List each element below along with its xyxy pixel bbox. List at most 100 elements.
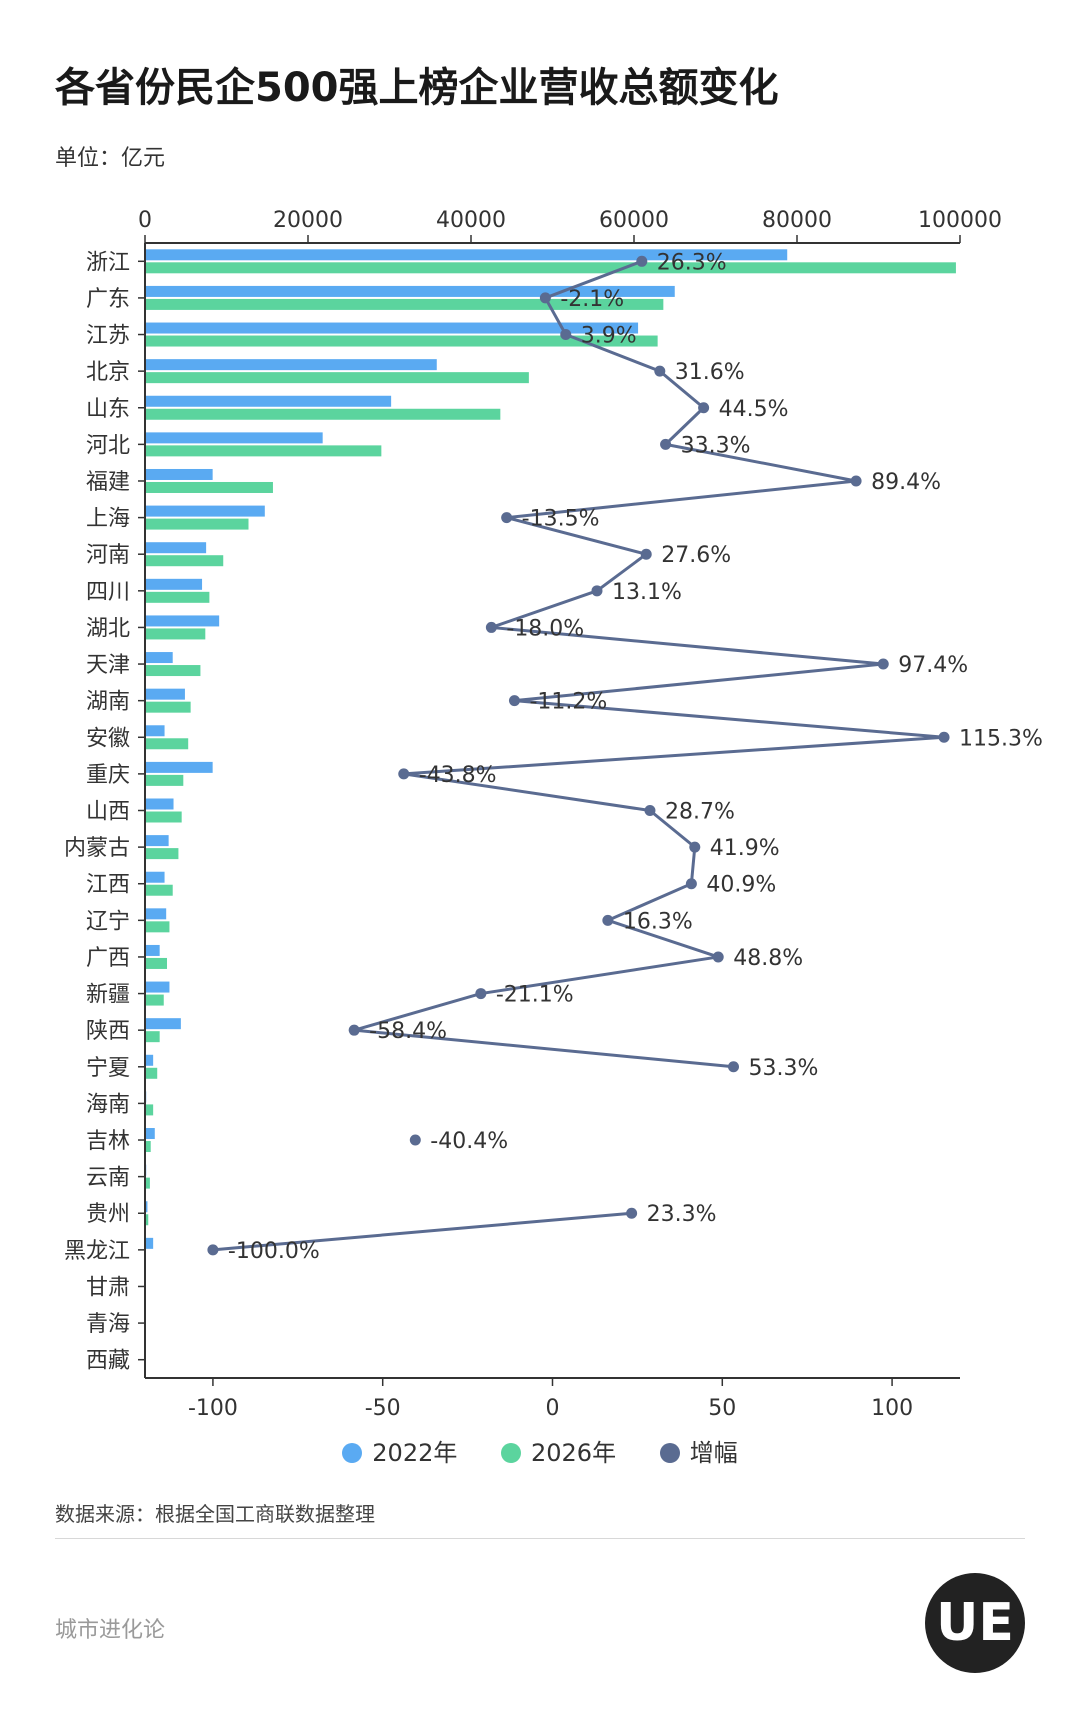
bar-2026年-广西 bbox=[146, 957, 168, 969]
bar-2026年-山东 bbox=[146, 408, 501, 420]
bar-2026年-海南 bbox=[146, 1104, 154, 1116]
category-label: 云南 bbox=[86, 1166, 130, 1191]
bar-2022年-陕西 bbox=[146, 1018, 181, 1030]
legend-label-2026: 2026年 bbox=[531, 1439, 617, 1467]
category-label: 山西 bbox=[86, 800, 130, 825]
growth-label-上海: -13.5% bbox=[522, 507, 600, 532]
growth-point-江西 bbox=[685, 878, 697, 890]
bar-2026年-江西 bbox=[146, 884, 173, 896]
legend-dot-2026 bbox=[501, 1443, 521, 1463]
growth-label-湖北: -18.0% bbox=[506, 616, 584, 641]
growth-label-广东: -2.1% bbox=[560, 287, 624, 312]
bar-2022年-辽宁 bbox=[146, 908, 167, 920]
legend: 2022年 2026年 增幅 bbox=[0, 1433, 1080, 1468]
category-label: 贵州 bbox=[86, 1202, 130, 1227]
category-label: 甘肃 bbox=[86, 1275, 130, 1300]
bar-2022年-山东 bbox=[146, 395, 392, 407]
legend-item-growth: 增幅 bbox=[659, 1433, 738, 1468]
bar-2022年-湖南 bbox=[146, 688, 185, 700]
bar-2026年-辽宁 bbox=[146, 921, 170, 933]
growth-point-黑龙江 bbox=[207, 1244, 219, 1256]
growth-label-新疆: -21.1% bbox=[496, 983, 574, 1008]
category-label: 江苏 bbox=[86, 324, 130, 349]
bar-2026年-陕西 bbox=[146, 1031, 160, 1043]
bar-2022年-广东 bbox=[146, 285, 675, 297]
category-label: 海南 bbox=[86, 1092, 130, 1117]
growth-point-山东 bbox=[698, 402, 710, 414]
bar-2022年-内蒙古 bbox=[146, 835, 169, 847]
growth-label-江西: 40.9% bbox=[706, 873, 776, 898]
bottom-axis-tick-label: -50 bbox=[365, 1396, 401, 1420]
top-axis-tick-label: 40000 bbox=[436, 208, 506, 233]
category-label: 江西 bbox=[86, 873, 130, 898]
bar-2022年-四川 bbox=[146, 578, 203, 590]
legend-dot-growth bbox=[659, 1443, 680, 1463]
growth-point-河北 bbox=[660, 438, 672, 450]
bar-2026年-北京 bbox=[146, 372, 529, 384]
growth-label-辽宁: 16.3% bbox=[623, 909, 693, 934]
category-label: 吉林 bbox=[86, 1129, 130, 1154]
top-axis-tick-label: 20000 bbox=[273, 208, 343, 233]
legend-label-2022: 2022年 bbox=[372, 1439, 458, 1467]
unit-label: 单位：亿元 bbox=[55, 146, 166, 171]
growth-label-湖南: -11.2% bbox=[529, 690, 607, 715]
legend-item-2026: 2026年 bbox=[501, 1433, 616, 1468]
bar-2022年-天津 bbox=[146, 652, 173, 664]
bar-2026年-宁夏 bbox=[146, 1067, 158, 1079]
bar-2026年-四川 bbox=[146, 591, 210, 603]
growth-point-天津 bbox=[877, 658, 889, 670]
growth-point-内蒙古 bbox=[689, 841, 701, 853]
brand-logo: UE bbox=[925, 1573, 1025, 1673]
growth-label-安徽: 115.3% bbox=[959, 726, 1043, 751]
growth-label-四川: 13.1% bbox=[612, 580, 682, 605]
growth-point-上海 bbox=[501, 512, 513, 524]
category-label: 陕西 bbox=[86, 1019, 130, 1044]
category-label: 山东 bbox=[86, 397, 130, 422]
growth-point-湖北 bbox=[485, 621, 497, 633]
bar-2026年-安徽 bbox=[146, 738, 189, 750]
bar-2022年-江西 bbox=[146, 871, 165, 883]
category-label: 天津 bbox=[86, 653, 130, 678]
bar-2026年-云南 bbox=[146, 1177, 150, 1189]
top-axis-tick-label: 80000 bbox=[762, 208, 832, 233]
growth-point-福建 bbox=[850, 475, 862, 487]
bar-2026年-浙江 bbox=[146, 262, 956, 274]
bar-2022年-上海 bbox=[146, 505, 265, 517]
bar-2026年-河北 bbox=[146, 445, 382, 457]
bar-2026年-河南 bbox=[146, 555, 224, 567]
bar-2022年-江苏 bbox=[146, 322, 639, 334]
category-label: 广西 bbox=[86, 946, 130, 971]
growth-label-陕西: -58.4% bbox=[369, 1019, 447, 1044]
divider bbox=[55, 1538, 1025, 1539]
top-axis-tick-label: 60000 bbox=[599, 208, 669, 233]
bar-2022年-新疆 bbox=[146, 981, 170, 993]
growth-point-河南 bbox=[640, 548, 652, 560]
bar-2022年-宁夏 bbox=[146, 1054, 154, 1066]
category-label: 上海 bbox=[86, 507, 130, 532]
category-label: 广东 bbox=[86, 287, 130, 312]
chart-canvas: 0 20000 40000 60000 80000 100000 -100 -50 0 50 100… bbox=[64, 208, 1043, 1420]
growth-point-新疆 bbox=[475, 988, 487, 1000]
bar-2022年-吉林 bbox=[146, 1128, 155, 1140]
category-label: 湖南 bbox=[86, 690, 130, 715]
bar-2022年-安徽 bbox=[146, 725, 165, 737]
chart-title: 各省份民企500强上榜企业营收总额变化 bbox=[55, 65, 779, 111]
growth-point-安徽 bbox=[938, 731, 950, 743]
growth-point-广西 bbox=[712, 951, 724, 963]
bar-2026年-湖南 bbox=[146, 701, 191, 713]
top-axis-tick-label: 0 bbox=[138, 208, 152, 233]
bar-2026年-天津 bbox=[146, 665, 201, 677]
bar-2026年-湖北 bbox=[146, 628, 206, 640]
category-label: 河北 bbox=[86, 433, 130, 458]
bar-2026年-内蒙古 bbox=[146, 848, 179, 860]
growth-label-福建: 89.4% bbox=[871, 470, 941, 495]
growth-label-吉林: -40.4% bbox=[430, 1129, 508, 1154]
growth-label-山西: 28.7% bbox=[665, 800, 735, 825]
bar-2026年-江苏 bbox=[146, 335, 658, 347]
bar-2022年-北京 bbox=[146, 359, 437, 371]
bar-2026年-新疆 bbox=[146, 994, 164, 1006]
growth-point-广东 bbox=[539, 292, 551, 304]
bottom-axis-tick-label: 50 bbox=[708, 1396, 736, 1420]
bar-2022年-河南 bbox=[146, 542, 207, 554]
brand-name: 城市进化论 bbox=[55, 1618, 166, 1643]
